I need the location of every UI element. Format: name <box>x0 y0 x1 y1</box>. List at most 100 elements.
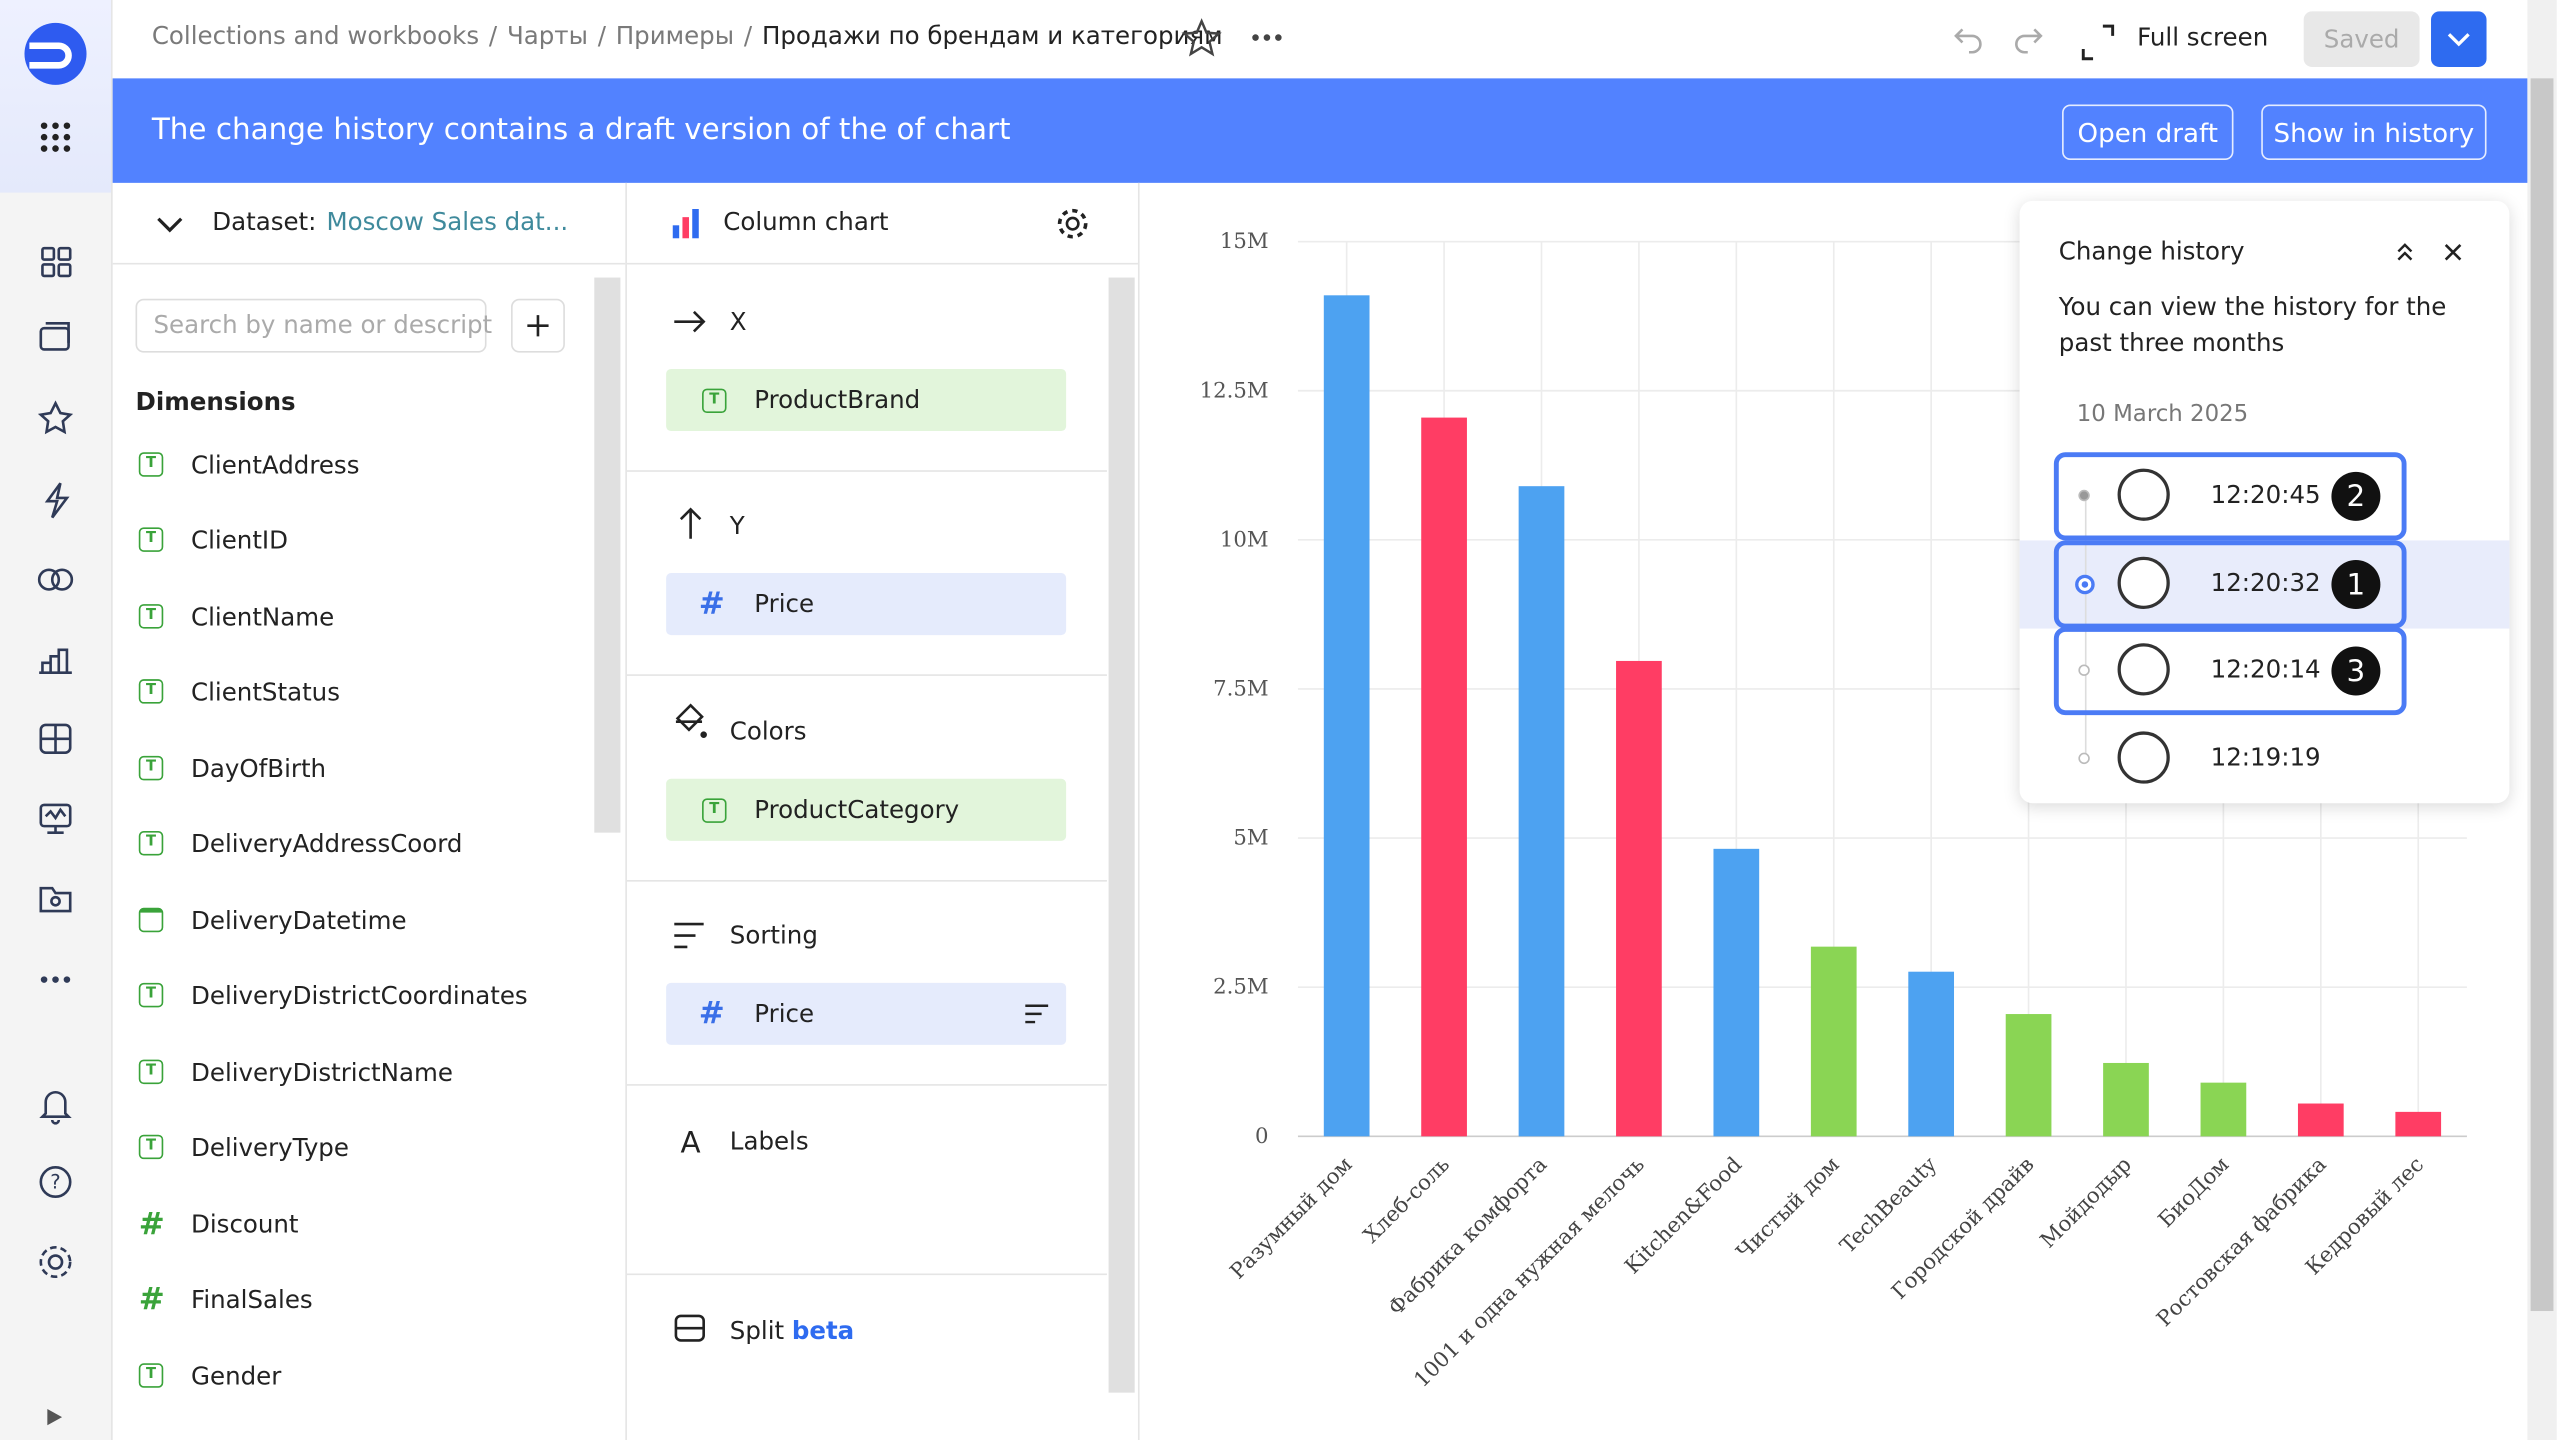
version-highlight <box>2053 452 2407 541</box>
save-button[interactable]: Saved <box>2303 11 2420 67</box>
field-chip[interactable] <box>666 982 1067 1045</box>
y-tick-label: 12.5M <box>1200 378 1269 403</box>
apps-icon[interactable] <box>40 122 71 152</box>
svg-text:A: A <box>681 1126 701 1160</box>
logo[interactable] <box>24 22 87 85</box>
section-title: Sorting <box>729 920 818 951</box>
side-nav <box>0 0 113 1440</box>
version-highlight <box>2053 540 2407 629</box>
dataset-label: Dataset: <box>212 207 317 237</box>
breadcrumb[interactable]: Collections and workbooks <box>151 21 480 51</box>
field-chip[interactable] <box>666 778 1067 841</box>
panel-divider <box>625 182 627 1440</box>
field[interactable]: ClientAddress <box>191 450 360 480</box>
history-popup <box>2019 200 2510 804</box>
chip-label: ProductCategory <box>754 795 960 825</box>
version-time[interactable]: 12:20:45 <box>2210 479 2321 510</box>
more-button[interactable] <box>1252 34 1282 41</box>
fullscreen-icon[interactable] <box>2081 24 2115 61</box>
history-title: Change history <box>2058 236 2245 267</box>
chart-type[interactable]: Column chart <box>723 207 889 237</box>
header-actions <box>1181 18 1282 57</box>
history-controls <box>2397 243 2462 261</box>
field[interactable]: ClientStatus <box>191 677 340 707</box>
y-tick-label: 10M <box>1220 527 1269 552</box>
open-draft-button[interactable]: Open draft <box>2062 104 2234 160</box>
scrollbar[interactable] <box>1108 277 1135 1393</box>
field-chip[interactable] <box>666 573 1067 636</box>
version-avatar <box>2117 731 2170 784</box>
section-title: Dimensions <box>135 386 296 417</box>
bar <box>2297 1103 2344 1137</box>
sort-direction[interactable] <box>1024 1001 1050 1027</box>
divider <box>626 879 1107 882</box>
scrollbar-thumb[interactable] <box>2530 78 2554 1312</box>
bar <box>2103 1062 2149 1137</box>
y-tick-label: 5M <box>1233 826 1268 851</box>
field-chip[interactable] <box>666 368 1067 432</box>
field[interactable]: DeliveryDatetime <box>191 906 407 936</box>
number-icon: # <box>138 1281 165 1318</box>
field[interactable]: DeliveryDistrictName <box>191 1057 453 1088</box>
bar <box>1518 486 1565 1137</box>
dataset-toggle[interactable] <box>153 209 186 242</box>
version-highlight <box>2053 626 2407 716</box>
add-field-button[interactable] <box>511 298 565 353</box>
number-icon: # <box>698 995 725 1032</box>
y-tick-label: 7.5M <box>1213 677 1268 702</box>
show-in-history-button[interactable]: Show in history <box>2261 104 2487 160</box>
collapse-button[interactable] <box>2397 243 2413 261</box>
bar <box>2395 1111 2442 1137</box>
scrollbar[interactable] <box>594 277 621 833</box>
section-title: Labels <box>729 1126 809 1156</box>
close-button[interactable] <box>2444 243 2462 261</box>
x-tick-label: Хлеб-соль <box>1359 1152 1455 1248</box>
undo-button[interactable] <box>1954 28 1982 54</box>
field[interactable]: Gender <box>191 1361 282 1392</box>
edit-actions <box>1954 24 2115 61</box>
settings-button[interactable] <box>1055 206 1091 242</box>
save-menu-button[interactable] <box>2431 11 2487 67</box>
bar <box>1908 971 1955 1137</box>
field[interactable]: Discount <box>191 1209 299 1240</box>
version-time[interactable]: 12:20:32 <box>2210 568 2321 598</box>
timeline-dot <box>2078 489 2090 502</box>
svg-text:?: ? <box>50 1171 60 1194</box>
version-time[interactable]: 12:19:19 <box>2210 742 2321 773</box>
bar <box>2005 1014 2052 1137</box>
breadcrumb[interactable]: Примеры <box>615 21 735 51</box>
text-icon: T <box>138 982 164 1008</box>
text-icon: T <box>138 452 164 477</box>
dataset-name[interactable]: Moscow Sales dat... <box>326 207 569 237</box>
section-title: Colors <box>729 716 807 747</box>
breadcrumb-separator: / <box>597 21 606 51</box>
history-note: You can view the history for the past th… <box>2058 292 2447 358</box>
field[interactable]: ClientID <box>191 525 289 556</box>
text-icon: T <box>138 1363 164 1388</box>
breadcrumb[interactable]: Чарты <box>506 21 588 51</box>
timeline-dot <box>2078 752 2090 765</box>
x-tick-label: Разумный дом <box>1225 1152 1357 1284</box>
field[interactable]: DeliveryAddressCoord <box>191 829 463 859</box>
annotation-badge: 1 <box>2331 560 2381 609</box>
field[interactable]: DeliveryDistrictCoordinates <box>191 981 528 1011</box>
annotation-badge: 2 <box>2331 471 2381 521</box>
field-search[interactable] <box>135 298 487 353</box>
redo-button[interactable] <box>2015 28 2043 54</box>
x-tick-label: Фабрика комфорта <box>1384 1152 1553 1321</box>
x-tick-label: Мойдодыр <box>2036 1152 2137 1253</box>
field[interactable]: DeliveryType <box>191 1133 349 1163</box>
section-title: Y <box>729 511 745 541</box>
version-time[interactable]: 12:20:14 <box>2210 654 2321 685</box>
draft-banner <box>112 78 2529 183</box>
field[interactable]: DayOfBirth <box>191 754 327 784</box>
fullscreen-button[interactable]: Full screen <box>2137 22 2269 53</box>
nav-icons: ? <box>24 22 87 1426</box>
text-icon: T <box>138 831 164 856</box>
field[interactable]: ClientName <box>191 602 335 632</box>
field[interactable]: FinalSales <box>191 1284 313 1315</box>
beta-badge: beta <box>791 1315 855 1346</box>
favorite-button[interactable] <box>1181 18 1222 57</box>
